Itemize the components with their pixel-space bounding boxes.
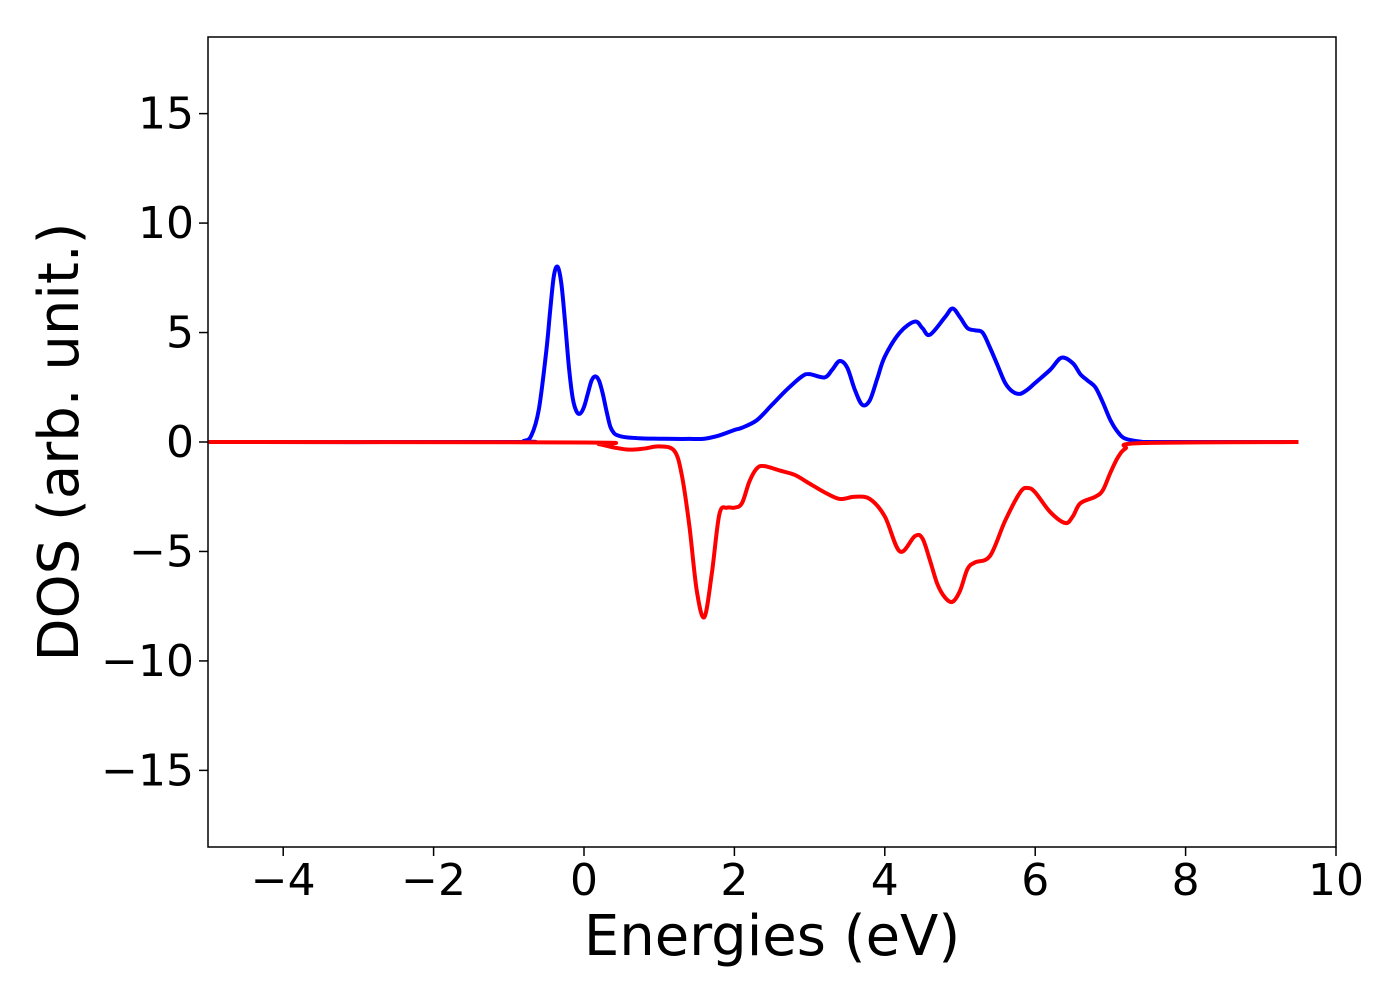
y-axis-label: DOS (arb. unit.): [27, 222, 92, 661]
series-line-1: [207, 264, 1299, 445]
x-axis: −4 −2 0 2 4 6 8 10: [251, 847, 1364, 906]
series-group: [207, 264, 1299, 620]
x-tick-label: −4: [251, 855, 316, 906]
y-tick-label: 0: [166, 417, 194, 468]
x-tick-label: 4: [871, 855, 899, 906]
x-tick-label: 0: [570, 855, 598, 906]
y-tick-label: −10: [101, 636, 194, 687]
y-tick-label: −15: [101, 745, 194, 796]
x-tick-label: 10: [1308, 855, 1364, 906]
x-tick-label: −2: [401, 855, 466, 906]
x-tick-label: 6: [1021, 855, 1049, 906]
y-tick-label: 15: [138, 89, 194, 140]
y-tick-label: −5: [129, 526, 194, 577]
x-tick-label: 2: [720, 855, 748, 906]
y-axis: −15 −10 −5 0 5 10 15: [101, 89, 208, 796]
x-axis-label: Energies (eV): [584, 904, 960, 969]
series-line-2: [207, 440, 1299, 620]
x-tick-label: 8: [1172, 855, 1200, 906]
y-tick-label: 10: [138, 198, 194, 249]
y-tick-label: 5: [166, 308, 194, 359]
